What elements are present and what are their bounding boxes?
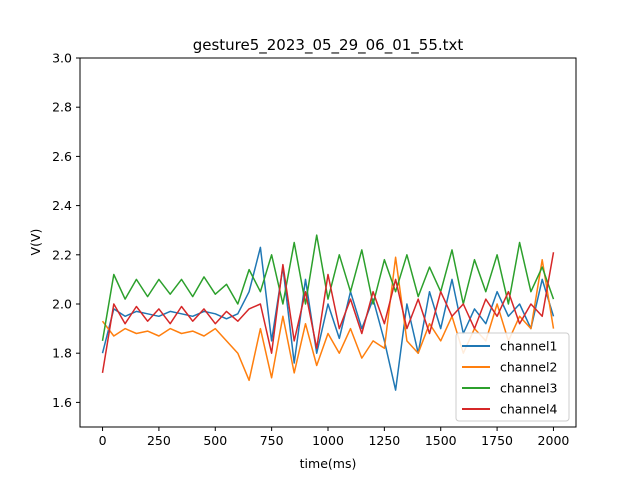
chart-title: gesture5_2023_05_29_06_01_55.txt [193,36,464,55]
legend-label-3: channel3 [500,381,557,396]
series-line-3 [101,234,555,342]
x-tick-label: 1750 [481,433,513,448]
y-tick-label: 2.8 [52,100,72,115]
legend-label-1: channel1 [500,339,557,354]
y-axis: 1.6 1.8 2.0 2.2 2.4 2.6 2.8 3.0 [52,51,80,410]
x-tick-label: 1500 [425,433,457,448]
y-tick-label: 2.6 [52,149,72,164]
y-tick-label: 2.0 [52,297,72,312]
x-tick-label: 500 [203,433,227,448]
legend-label-4: channel4 [500,402,557,417]
legend-label-2: channel2 [500,360,557,375]
x-tick-label: 2000 [538,433,570,448]
plot-area [79,57,577,428]
legend-box [455,332,570,422]
series-line-4 [101,252,555,374]
y-axis-label: V(V) [28,229,43,256]
x-tick-label: 750 [260,433,284,448]
y-tick-label: 2.4 [52,198,72,213]
x-tick-label: 250 [147,433,171,448]
y-tick-label: 1.8 [52,346,72,361]
x-tick-label: 1250 [368,433,400,448]
legend: channel1 channel2 channel3 channel4 [455,332,570,422]
x-tick-label: 1000 [312,433,344,448]
x-axis-label: time(ms) [300,456,357,471]
y-tick-label: 3.0 [52,51,72,66]
series-layer [101,234,555,391]
y-tick-label: 2.2 [52,247,72,262]
x-axis: 0 250 500 750 1000 1250 1500 1750 2000 [99,427,570,448]
x-tick-label: 0 [99,433,107,448]
y-tick-label: 1.6 [52,395,72,410]
